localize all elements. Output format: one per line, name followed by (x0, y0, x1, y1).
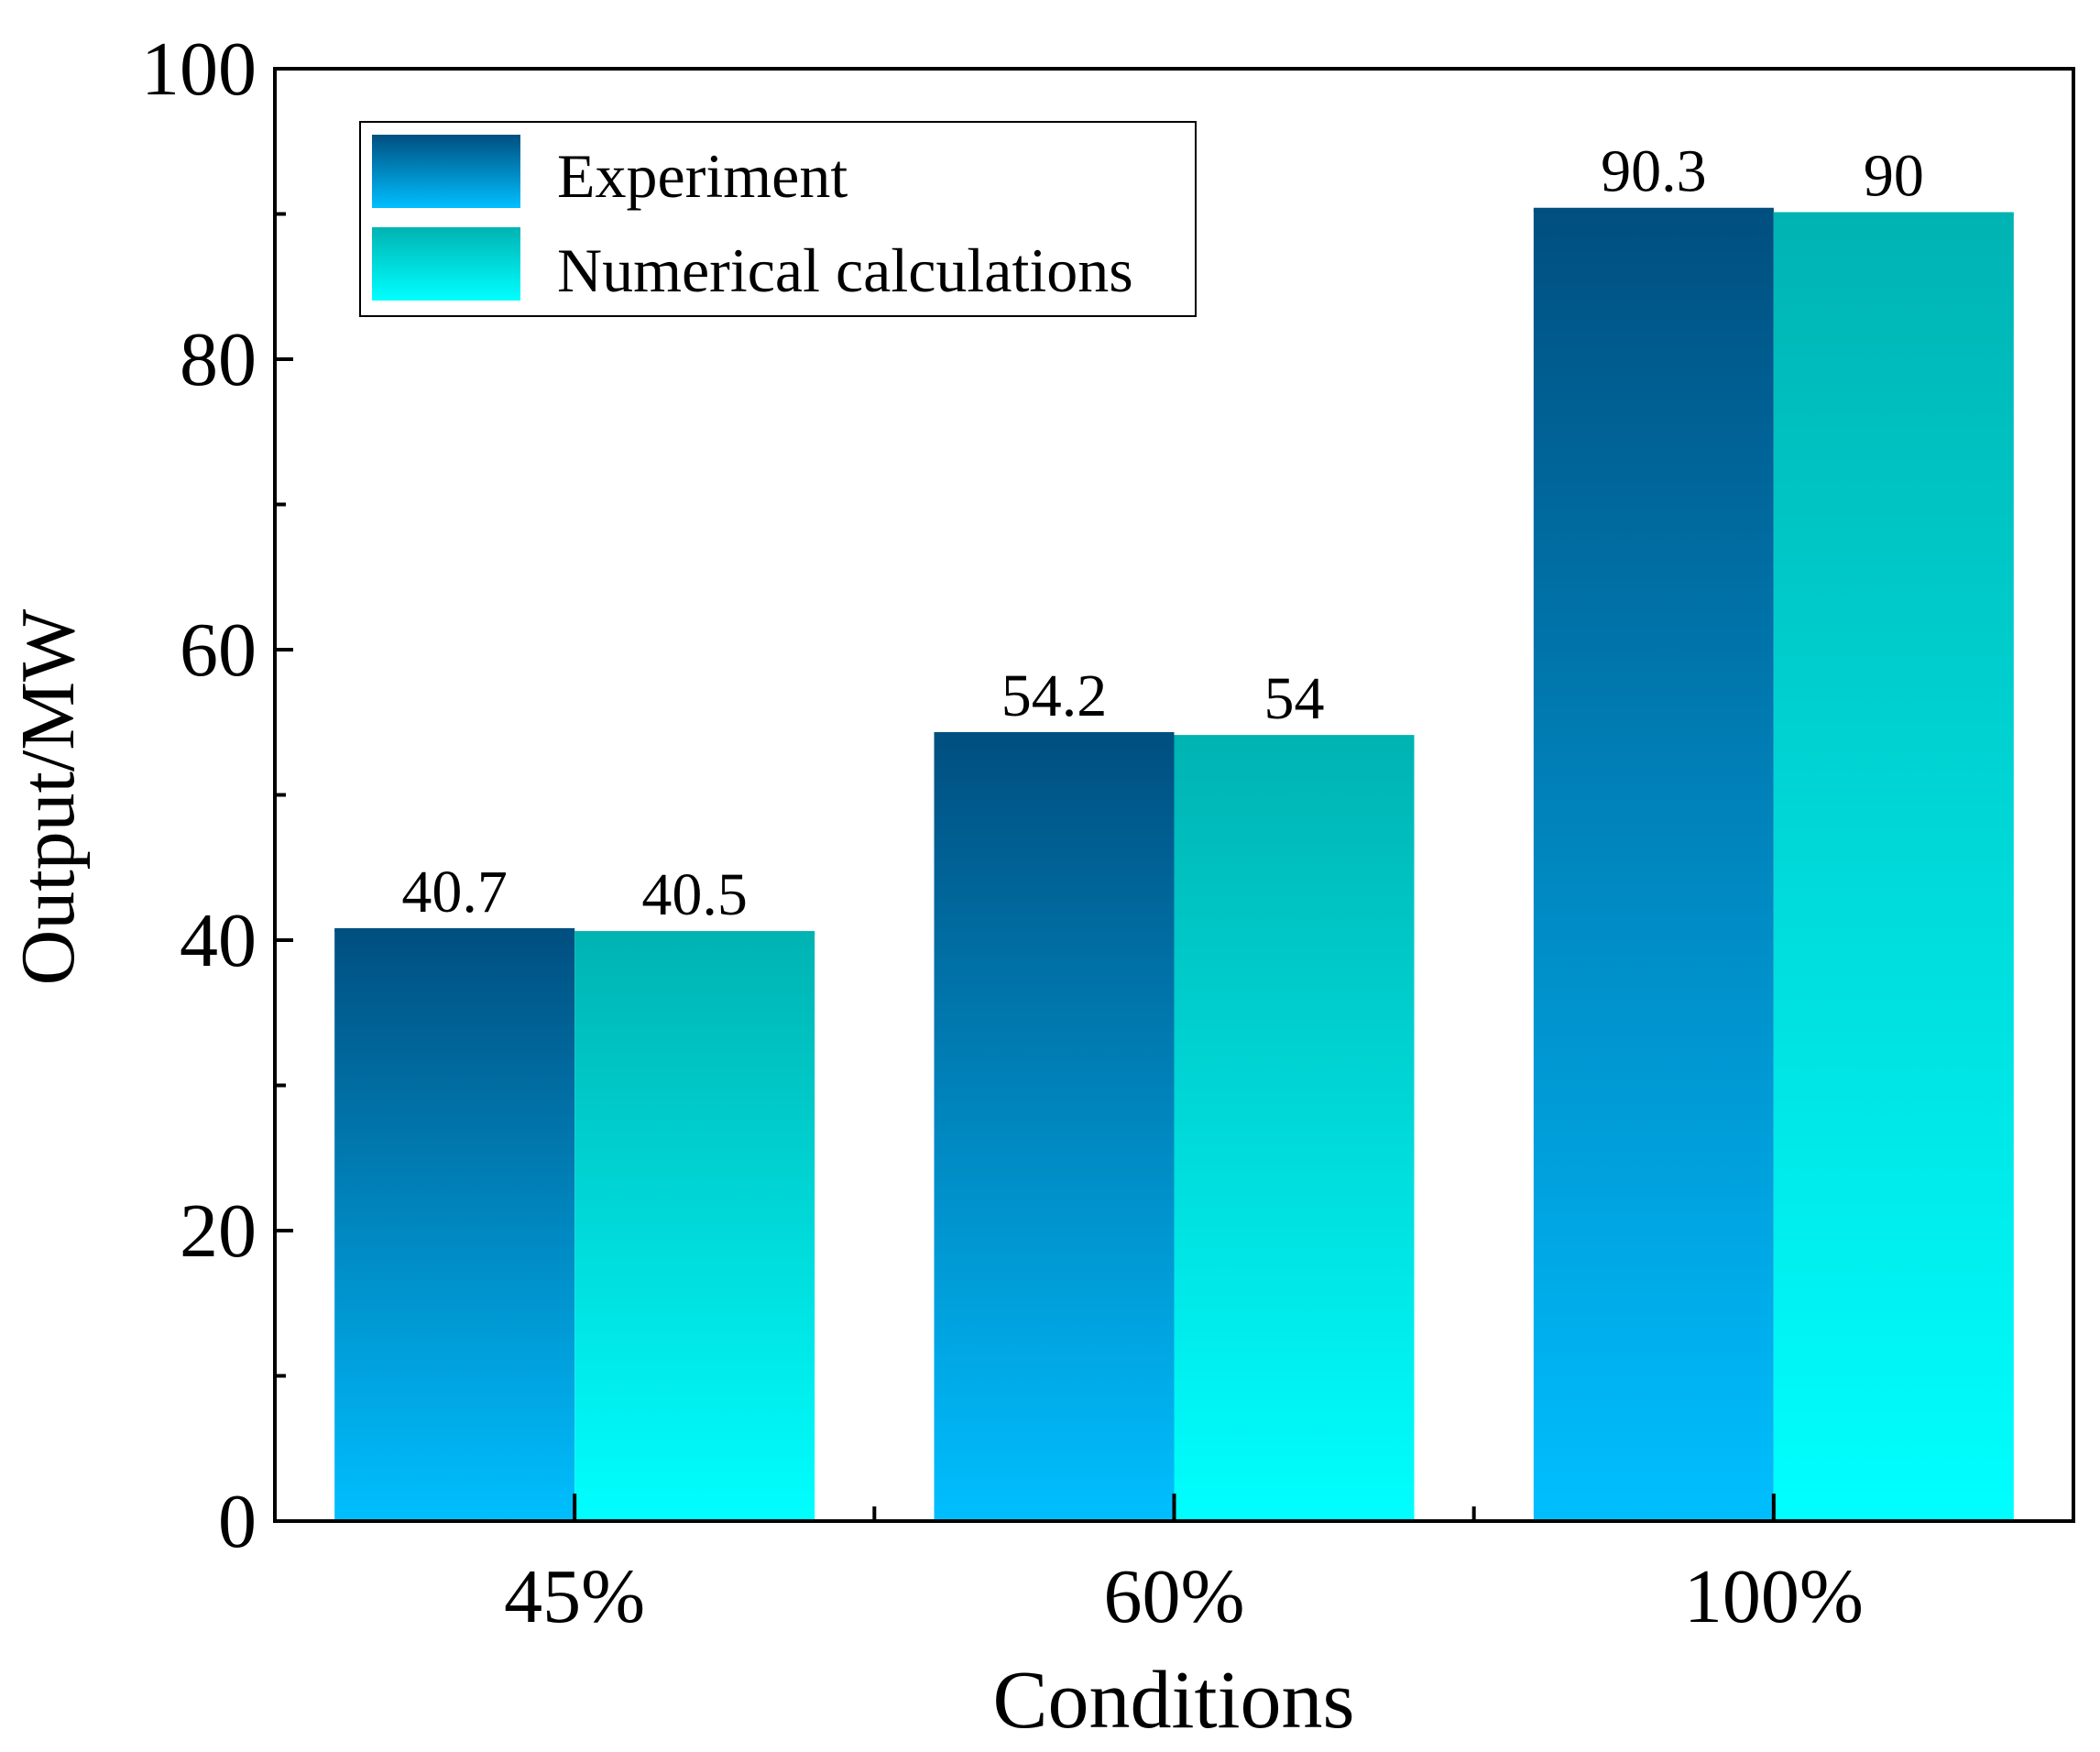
data-label-experiment-100pct: 90.3 (1601, 138, 1707, 205)
bar-top-edge-experiment-100pct (1533, 207, 1774, 212)
y-tick-label-40: 40 (180, 898, 257, 983)
bar-numerical-calculations-45pct (574, 933, 815, 1521)
bar-top-edge-numerical-calculations-100pct (1773, 212, 2014, 216)
bar-numerical-calculations-100pct (1773, 214, 2014, 1521)
bar-top-edge-numerical-calculations-45pct (574, 931, 815, 936)
y-tick-label-80: 80 (180, 317, 257, 402)
y-tick-label-100: 100 (141, 27, 257, 112)
y-tick-label-20: 20 (180, 1188, 257, 1274)
data-label-numerical-calculations-60pct: 54 (1264, 665, 1325, 732)
data-label-numerical-calculations-100pct: 90 (1864, 143, 1924, 210)
y-axis-title: Output/MW (5, 608, 91, 985)
x-tick-label-45pct: 45% (504, 1554, 645, 1639)
legend-label-experiment: Experiment (557, 141, 848, 211)
legend-label-numerical-calculations: Numerical calculations (557, 235, 1133, 305)
x-tick-label-100pct: 100% (1684, 1554, 1864, 1639)
bar-experiment-100pct (1533, 209, 1774, 1521)
legend-swatch-numerical-calculations (372, 227, 520, 301)
x-tick-label-60pct: 60% (1104, 1554, 1245, 1639)
data-label-experiment-60pct: 54.2 (1001, 662, 1108, 729)
bar-experiment-45pct (334, 929, 575, 1521)
legend-swatch-experiment (372, 135, 520, 208)
y-tick-label-60: 60 (180, 608, 257, 693)
bar-top-edge-experiment-45pct (334, 927, 575, 932)
x-axis-title: Conditions (992, 1655, 1354, 1746)
axis-ticks (275, 67, 1776, 1523)
bars (334, 207, 2014, 1521)
data-label-numerical-calculations-45pct: 40.5 (641, 861, 748, 928)
axis-tick-labels: 0 20 40 60 80 100 45% 60% 100% (141, 27, 1864, 1639)
bar-experiment-60pct (934, 733, 1175, 1521)
bar-top-edge-numerical-calculations-60pct (1174, 735, 1415, 739)
bar-top-edge-experiment-60pct (934, 731, 1175, 736)
bar-numerical-calculations-60pct (1174, 737, 1415, 1521)
data-labels: 40.7 40.5 54.2 54 90.3 90 (401, 138, 1923, 928)
data-label-experiment-45pct: 40.7 (401, 859, 508, 925)
y-tick-label-0: 0 (218, 1479, 257, 1564)
legend: Experiment Numerical calculations (359, 121, 1197, 317)
